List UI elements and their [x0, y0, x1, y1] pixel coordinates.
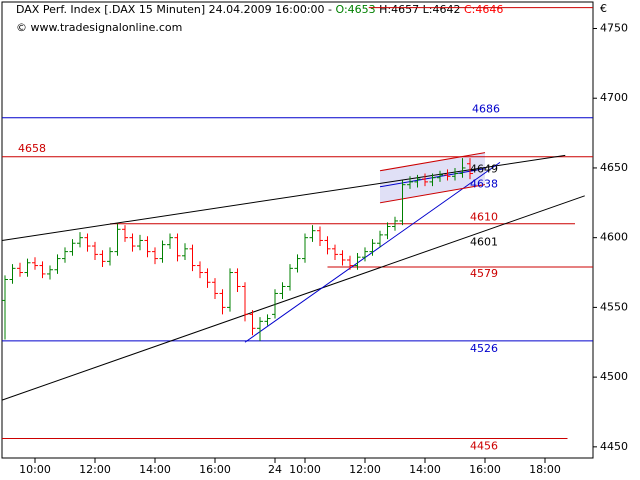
subtitle: © www.tradesignalonline.com — [16, 21, 182, 34]
y-tick-label: 4450 — [600, 440, 628, 453]
x-tick-label: 16:00 — [469, 463, 501, 476]
y-tick-label: 4600 — [600, 231, 628, 244]
trend-line — [379, 184, 486, 204]
title-part: C:4646 — [460, 3, 503, 16]
level-label: 4579 — [470, 267, 498, 280]
x-tick-label: 14:00 — [409, 463, 441, 476]
y-tick-label: 4500 — [600, 370, 628, 383]
level-label: 4686 — [472, 103, 500, 116]
level-label: 4649 — [470, 162, 498, 175]
level-label: 4610 — [470, 211, 498, 224]
title-part: DAX Perf. Index [.DAX 15 Minuten] 24.04.… — [16, 3, 336, 16]
level-label: 4526 — [470, 342, 498, 355]
trend-line — [1, 195, 585, 401]
x-tick-label: 10:00 — [289, 463, 321, 476]
title-part: L:4642 — [419, 3, 460, 16]
level-label: 4601 — [470, 235, 498, 248]
y-tick-label: 4650 — [600, 161, 628, 174]
plot-frame — [1, 1, 594, 459]
title-part: O:4653 — [336, 3, 376, 16]
x-tick-label: 18:00 — [529, 463, 561, 476]
y-tick-label: 4550 — [600, 300, 628, 313]
x-tick-label: 12:00 — [349, 463, 381, 476]
chart-title: DAX Perf. Index [.DAX 15 Minuten] 24.04.… — [16, 3, 503, 16]
x-tick-label: 12:00 — [79, 463, 111, 476]
y-tick-label: 4700 — [600, 91, 628, 104]
currency: € — [600, 2, 607, 15]
x-tick-label: 14:00 — [139, 463, 171, 476]
x-tick-label: 16:00 — [199, 463, 231, 476]
level-label: 4638 — [470, 178, 498, 191]
y-tick-label: 4750 — [600, 21, 628, 34]
title-part: H:4657 — [376, 3, 419, 16]
level-label: 4658 — [18, 142, 46, 155]
x-tick-label: 24 — [268, 463, 282, 476]
x-tick-label: 10:00 — [19, 463, 51, 476]
trend-line — [1, 154, 566, 241]
level-label: 4456 — [470, 439, 498, 452]
trend-line — [379, 152, 486, 172]
